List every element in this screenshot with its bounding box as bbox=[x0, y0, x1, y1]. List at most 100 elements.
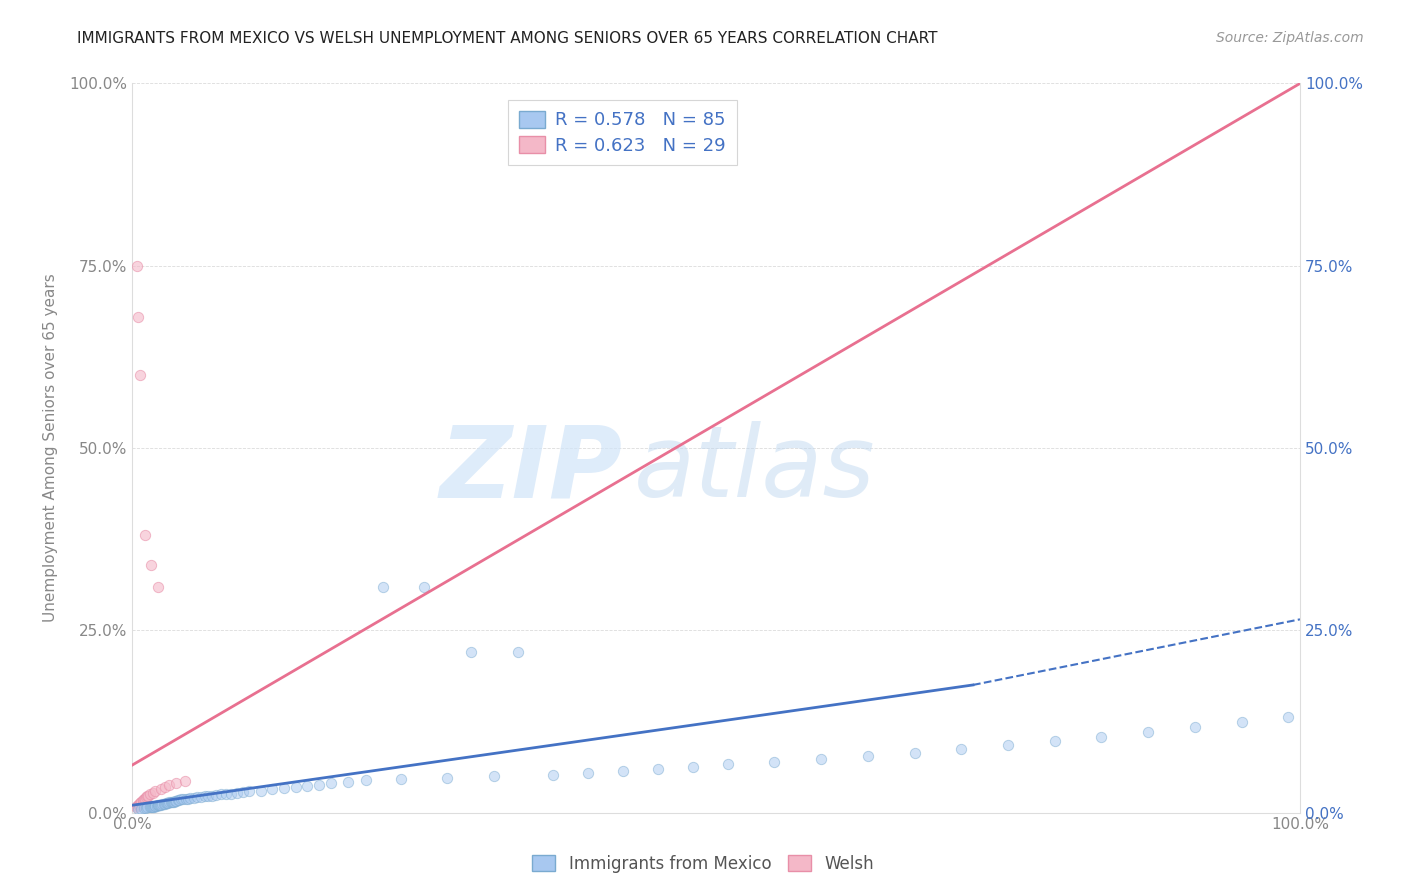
Point bbox=[153, 797, 176, 811]
Point bbox=[717, 757, 740, 772]
Point bbox=[146, 798, 169, 813]
Point bbox=[132, 801, 155, 815]
Point bbox=[159, 778, 181, 792]
Point bbox=[129, 368, 152, 382]
Point bbox=[183, 791, 205, 805]
Point bbox=[200, 789, 222, 803]
Legend: Immigrants from Mexico, Welsh: Immigrants from Mexico, Welsh bbox=[526, 848, 880, 880]
Point bbox=[682, 759, 704, 773]
Point bbox=[157, 796, 180, 810]
Text: atlas: atlas bbox=[634, 421, 876, 518]
Point bbox=[145, 784, 167, 798]
Point bbox=[337, 775, 360, 789]
Point bbox=[159, 795, 181, 809]
Point bbox=[149, 797, 172, 812]
Point bbox=[150, 782, 173, 797]
Point bbox=[1043, 734, 1066, 748]
Point bbox=[177, 791, 200, 805]
Point bbox=[950, 742, 973, 756]
Point bbox=[146, 580, 169, 594]
Point bbox=[173, 774, 195, 789]
Text: ZIP: ZIP bbox=[440, 421, 623, 518]
Point bbox=[127, 310, 149, 324]
Point bbox=[146, 798, 169, 813]
Point bbox=[810, 751, 832, 765]
Point bbox=[209, 787, 232, 801]
Point bbox=[190, 790, 212, 805]
Point bbox=[856, 748, 879, 763]
Point bbox=[132, 792, 155, 806]
Point bbox=[460, 645, 482, 659]
Point bbox=[135, 801, 157, 815]
Point bbox=[136, 789, 159, 804]
Point bbox=[152, 797, 174, 811]
Point bbox=[576, 766, 599, 780]
Point bbox=[612, 764, 634, 778]
Point bbox=[506, 645, 529, 659]
Text: Source: ZipAtlas.com: Source: ZipAtlas.com bbox=[1216, 31, 1364, 45]
Point bbox=[226, 786, 249, 800]
Point bbox=[172, 792, 194, 806]
Point bbox=[1090, 730, 1112, 744]
Point bbox=[1184, 720, 1206, 734]
Point bbox=[131, 795, 153, 809]
Point bbox=[541, 767, 564, 781]
Point bbox=[179, 791, 201, 805]
Point bbox=[139, 558, 162, 572]
Point bbox=[156, 796, 179, 810]
Point bbox=[308, 778, 330, 792]
Point bbox=[284, 780, 307, 794]
Point bbox=[165, 794, 187, 808]
Point bbox=[138, 787, 160, 801]
Point bbox=[205, 788, 228, 802]
Point bbox=[150, 797, 173, 812]
Point bbox=[166, 776, 188, 790]
Point bbox=[155, 796, 177, 810]
Point bbox=[904, 746, 927, 760]
Point bbox=[389, 772, 412, 786]
Point bbox=[1137, 725, 1160, 739]
Point bbox=[647, 762, 669, 776]
Point bbox=[319, 776, 342, 790]
Point bbox=[145, 799, 167, 814]
Point bbox=[214, 787, 236, 801]
Point bbox=[127, 798, 149, 813]
Point bbox=[163, 795, 186, 809]
Point bbox=[124, 799, 146, 814]
Point bbox=[186, 790, 208, 805]
Point bbox=[238, 784, 260, 798]
Point bbox=[131, 793, 153, 807]
Point bbox=[166, 793, 188, 807]
Point bbox=[354, 773, 377, 788]
Point bbox=[138, 800, 160, 814]
Point bbox=[197, 789, 219, 804]
Point bbox=[232, 785, 254, 799]
Point bbox=[131, 802, 153, 816]
Point bbox=[131, 794, 153, 808]
Point bbox=[125, 799, 148, 814]
Point bbox=[136, 800, 159, 814]
Point bbox=[135, 790, 157, 805]
Point bbox=[170, 792, 193, 806]
Point bbox=[128, 797, 150, 811]
Point bbox=[127, 802, 149, 816]
Text: IMMIGRANTS FROM MEXICO VS WELSH UNEMPLOYMENT AMONG SENIORS OVER 65 YEARS CORRELA: IMMIGRANTS FROM MEXICO VS WELSH UNEMPLOY… bbox=[77, 31, 938, 46]
Point bbox=[1230, 715, 1253, 730]
Point bbox=[141, 799, 163, 814]
Point bbox=[482, 769, 505, 783]
Point bbox=[131, 795, 153, 809]
Point bbox=[134, 528, 156, 542]
Point bbox=[145, 799, 167, 814]
Point bbox=[166, 794, 188, 808]
Point bbox=[134, 791, 156, 805]
Point bbox=[297, 779, 319, 793]
Point bbox=[128, 797, 150, 812]
Point bbox=[143, 799, 166, 814]
Legend: R = 0.578   N = 85, R = 0.623   N = 29: R = 0.578 N = 85, R = 0.623 N = 29 bbox=[509, 100, 737, 165]
Point bbox=[763, 755, 786, 769]
Point bbox=[997, 739, 1019, 753]
Point bbox=[162, 795, 184, 809]
Point bbox=[159, 795, 181, 809]
Point bbox=[174, 791, 197, 805]
Point bbox=[193, 789, 215, 804]
